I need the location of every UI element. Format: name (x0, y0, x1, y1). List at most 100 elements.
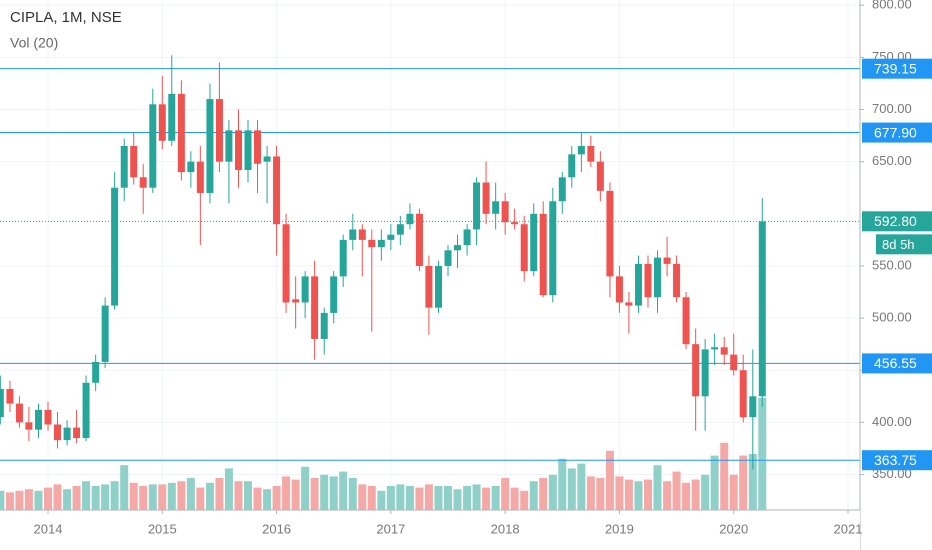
volume-bar (415, 487, 424, 510)
volume-bar (215, 478, 224, 510)
candle-body (739, 370, 747, 418)
candle-body (253, 130, 261, 164)
candle-body (282, 224, 290, 303)
volume-bar (577, 463, 586, 510)
volume-bar (729, 474, 738, 510)
candle-body (35, 409, 43, 430)
volume-bar (53, 484, 62, 510)
volume-bar (472, 484, 481, 510)
candle-body (501, 201, 509, 223)
volume-bar (244, 481, 252, 510)
candle-body (63, 427, 71, 441)
volume-bar (329, 476, 338, 510)
candle-body (492, 201, 500, 214)
volume-bar (377, 490, 386, 510)
candle-body (263, 156, 271, 162)
candle-body (453, 245, 461, 251)
candle-body (177, 93, 185, 173)
candle-body (139, 177, 147, 188)
volume-bar (615, 476, 624, 510)
y-tick-label: 550.00 (872, 257, 912, 272)
volume-bar (44, 487, 52, 510)
volume-bar (224, 468, 233, 510)
countdown-box (876, 234, 932, 255)
volume-bar (5, 492, 14, 510)
candle-body (6, 389, 14, 404)
volume-bar (605, 450, 614, 510)
volume-bar (348, 478, 357, 510)
candle-body (520, 224, 528, 272)
candle-body (425, 265, 433, 308)
y-tick-label: 500.00 (872, 310, 912, 325)
volume-bar (691, 479, 700, 510)
chart-subtitle: Vol (20) (10, 35, 58, 51)
volume-bar (520, 490, 529, 510)
candle-body (558, 177, 566, 202)
volume-bar (463, 486, 472, 510)
candle-body (349, 229, 357, 240)
volume-bar (110, 481, 119, 510)
volume-bar (567, 468, 576, 510)
candle-body (596, 161, 604, 191)
candle-body (244, 130, 252, 170)
candle-body (463, 229, 471, 246)
candle-body (158, 104, 166, 141)
candle-body (539, 213, 547, 296)
volume-bar (310, 478, 319, 510)
volume-bar (177, 481, 186, 510)
x-tick-label: 2014 (34, 521, 63, 536)
candle-body (15, 403, 23, 423)
volume-bar (34, 490, 43, 510)
candle-body (0, 389, 4, 418)
volume-bar (158, 484, 167, 510)
candle-body (320, 312, 328, 339)
candle-body (663, 257, 671, 264)
candle-body (168, 93, 176, 141)
volume-bar (539, 478, 548, 510)
candle-body (111, 187, 119, 306)
volume-bar (596, 478, 605, 510)
volume-bar (424, 484, 433, 510)
volume-bar (186, 478, 195, 510)
level-box (862, 450, 932, 471)
y-tick-label: 700.00 (872, 101, 912, 116)
volume-bar (196, 487, 205, 510)
y-tick-label: 800.00 (872, 0, 912, 12)
volume-bar (586, 476, 595, 510)
candle-body (615, 276, 623, 303)
volume-bar (672, 471, 681, 510)
candle-body (435, 265, 443, 308)
volume-bar (139, 486, 148, 510)
candle-body (92, 361, 100, 383)
volume-bar (558, 458, 567, 510)
candle-body (358, 229, 366, 240)
volume-bar (510, 487, 519, 510)
volume-bar (129, 482, 138, 510)
volume-bar (501, 478, 510, 510)
candle-body (130, 146, 138, 178)
volume-bar (263, 489, 272, 510)
volume-bar (234, 481, 243, 510)
volume-bar (301, 466, 310, 510)
volume-bar (282, 476, 291, 510)
volume-bar (320, 474, 329, 510)
volume-bar (91, 486, 100, 510)
x-tick-label: 2018 (491, 521, 520, 536)
x-tick-label: 2020 (719, 521, 748, 536)
candle-body (149, 104, 157, 188)
candle-body (682, 297, 690, 345)
level-box (862, 58, 932, 79)
volume-bar (82, 481, 91, 510)
candle-body (273, 156, 281, 225)
candle-body (235, 130, 243, 170)
volume-bar (386, 486, 395, 510)
candle-body (644, 263, 652, 298)
x-tick-label: 2016 (262, 521, 291, 536)
x-tick-label: 2019 (605, 521, 634, 536)
candle-body (396, 224, 404, 235)
candle-body (301, 276, 309, 303)
volume-bar (653, 465, 662, 510)
candle-body (206, 99, 214, 193)
candle-body (692, 344, 700, 397)
